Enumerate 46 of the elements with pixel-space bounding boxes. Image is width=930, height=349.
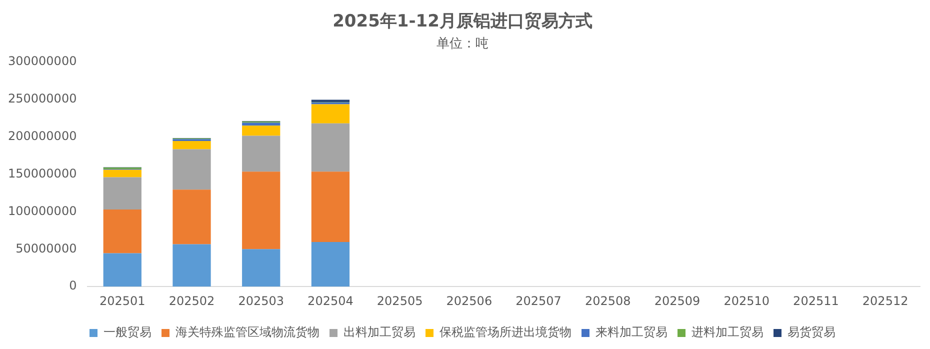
chart-title: 2025年1-12月原铝进口贸易方式 <box>332 12 592 32</box>
x-tick-label: 202512 <box>862 294 908 308</box>
y-tick-label: 200000000 <box>8 128 77 143</box>
legend-label: 进料加工贸易 <box>692 325 764 340</box>
y-tick-label: 100000000 <box>8 204 77 218</box>
bar <box>172 244 211 287</box>
legend-label: 一般贸易 <box>104 325 152 340</box>
x-tick-label: 202501 <box>99 294 146 308</box>
y-tick-label: 300000000 <box>8 54 77 68</box>
bar <box>311 123 350 172</box>
bar <box>103 253 142 287</box>
legend-label: 易货贸易 <box>788 325 836 340</box>
bar <box>103 170 142 178</box>
x-tick-label: 202506 <box>446 294 492 308</box>
bar <box>242 172 280 250</box>
x-tick-label: 202511 <box>793 294 839 308</box>
legend-label: 出料加工贸易 <box>344 325 416 340</box>
bar <box>242 122 280 126</box>
x-tick-label: 202508 <box>584 294 631 308</box>
bar <box>242 126 280 136</box>
bar <box>311 104 350 124</box>
x-tick-label: 202504 <box>308 294 354 308</box>
x-tick-label: 202509 <box>654 294 700 308</box>
bar <box>311 242 350 287</box>
x-tick-label: 202507 <box>516 294 562 308</box>
x-tick-label: 202510 <box>724 294 770 308</box>
x-tick-label: 202505 <box>376 294 423 308</box>
bar <box>172 140 211 150</box>
bar <box>103 177 142 210</box>
legend-label: 来料加工贸易 <box>596 325 668 340</box>
legend-label: 保税监管场所进出境货物 <box>440 325 572 340</box>
x-tick-label: 202503 <box>238 294 284 308</box>
bar <box>242 136 280 172</box>
bar <box>311 100 350 102</box>
bar <box>242 249 280 287</box>
bar <box>172 149 211 190</box>
bar <box>311 172 350 242</box>
x-tick-label: 202502 <box>168 294 215 308</box>
bar <box>103 209 142 254</box>
y-tick-label: 250000000 <box>8 92 77 106</box>
chart-subtitle: 单位：吨 <box>436 36 488 52</box>
y-tick-label: 0 <box>69 278 77 293</box>
bar <box>172 190 211 244</box>
y-tick-label: 150000000 <box>8 166 77 180</box>
y-tick-label: 50000000 <box>16 241 77 256</box>
legend-label: 海关特殊监管区域物流货物 <box>176 325 320 340</box>
